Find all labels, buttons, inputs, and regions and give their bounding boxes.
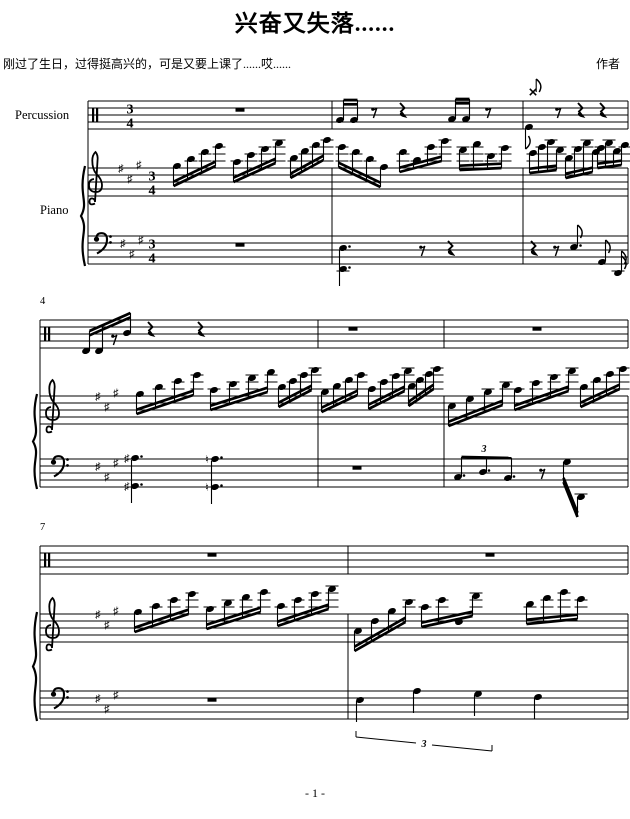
svg-text:4: 4 [149,184,156,199]
svg-text:♯: ♯ [95,609,101,621]
svg-text:♯: ♯ [113,457,119,469]
svg-text:3: 3 [127,103,134,118]
svg-text:♯: ♯ [124,453,130,465]
svg-text:3: 3 [149,238,156,253]
svg-text:♯: ♯ [113,689,119,701]
staff-label-piano: Piano [40,203,69,217]
svg-text:♯: ♯ [95,461,101,473]
measure-number-4: 4 [40,296,46,307]
perc-staff [40,545,628,575]
svg-text:♯: ♯ [138,234,144,246]
measure-number-7: 7 [40,522,46,533]
svg-text:♯: ♯ [113,387,119,399]
page-number: - 1 - [305,786,325,800]
system-3: ♯♯♯♯♯♯3 [31,545,629,752]
subtitle-note: 刚过了生日，过得挺高兴的，可是又要上课了......哎...... [3,57,292,71]
notation-elements [172,78,630,286]
svg-text:♯: ♯ [118,163,124,175]
svg-text:4: 4 [149,252,156,267]
notation-elements: ♯♯♮♮3 [82,311,630,518]
svg-text:♯: ♯ [104,619,110,631]
svg-text:3: 3 [149,170,156,185]
svg-text:♯: ♯ [95,693,101,705]
page-title: 兴奋又失落...... [234,11,396,36]
perc-staff [40,319,628,349]
staff-label-percussion: Percussion [15,108,70,122]
svg-text:3: 3 [421,739,427,750]
svg-text:♮: ♮ [205,482,209,494]
svg-text:♯: ♯ [129,248,135,260]
svg-text:♯: ♯ [124,481,130,493]
svg-text:3: 3 [481,444,487,455]
svg-text:♮: ♮ [205,454,209,466]
bass-staff [88,235,628,265]
svg-text:♯: ♯ [113,605,119,617]
bass-staff [40,690,628,720]
svg-text:♯: ♯ [120,238,126,250]
author-label: 作者 [595,57,620,71]
svg-text:4: 4 [127,117,134,132]
system-2: ♯♯♯♯♯♯ ♯♯♮♮3 [31,311,630,518]
notation-elements: 3 [133,553,588,752]
svg-text:♯: ♯ [136,159,142,171]
svg-text:♯: ♯ [104,703,110,715]
svg-text:♯: ♯ [95,391,101,403]
svg-text:♯: ♯ [104,401,110,413]
svg-text:♯: ♯ [127,173,133,185]
svg-text:♯: ♯ [104,471,110,483]
